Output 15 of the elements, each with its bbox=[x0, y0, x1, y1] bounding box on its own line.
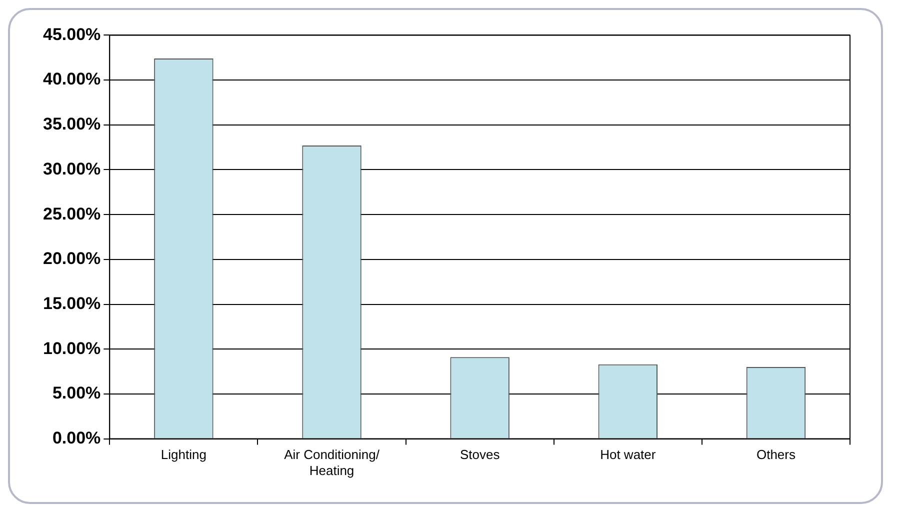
x-tick-label: Hot water bbox=[600, 447, 656, 462]
y-tick-label: 25.00% bbox=[42, 204, 101, 224]
y-tick-label: 45.00% bbox=[42, 24, 101, 44]
x-tick-label: Lighting bbox=[160, 447, 206, 462]
y-tick-label: 0.00% bbox=[52, 428, 101, 448]
y-tick-label: 40.00% bbox=[42, 70, 101, 89]
y-tick-label: 35.00% bbox=[42, 114, 101, 134]
x-tick-label: Others bbox=[756, 447, 796, 462]
y-tick-label: 10.00% bbox=[42, 338, 101, 358]
y-tick-label: 15.00% bbox=[42, 294, 101, 313]
y-tick-label: 30.00% bbox=[42, 159, 101, 178]
x-tick-label: Air Conditioning/ Heating bbox=[284, 447, 380, 478]
y-tick-label: 5.00% bbox=[52, 384, 101, 403]
y-tick-label: 20.00% bbox=[42, 249, 101, 268]
x-tick-label: Stoves bbox=[460, 447, 500, 462]
